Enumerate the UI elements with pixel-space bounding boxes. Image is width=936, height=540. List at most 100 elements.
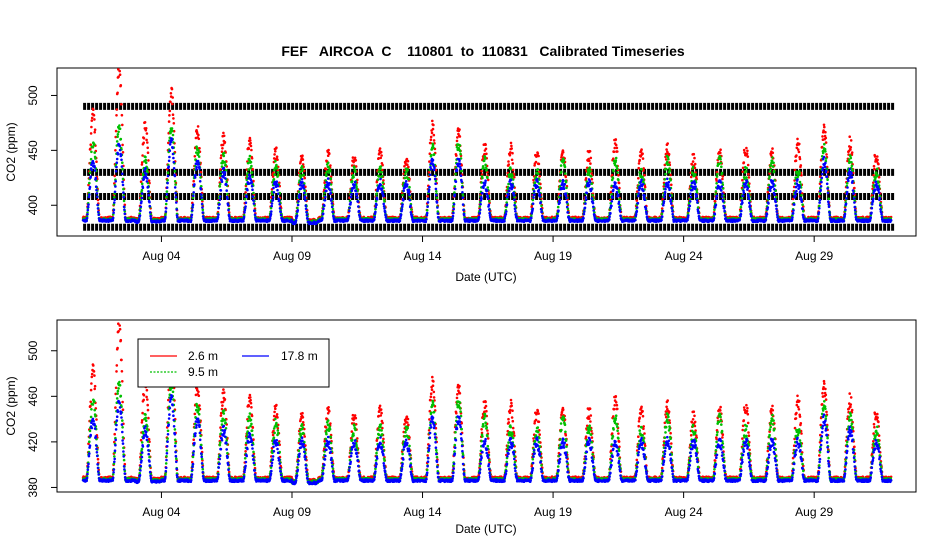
top-point-9-5m xyxy=(611,176,615,180)
top-point-9-5m xyxy=(486,176,489,179)
top-point-2-6m xyxy=(145,132,149,135)
top-point-2-6m xyxy=(799,164,803,167)
top-point-17-8m xyxy=(115,161,119,164)
top-point-9-5m xyxy=(533,181,537,184)
top-point-2-6m xyxy=(564,175,568,179)
top-point-2-6m xyxy=(301,163,305,166)
top-point-17-8m xyxy=(122,191,125,194)
top-point-2-6m xyxy=(794,159,798,162)
top-point-2-6m xyxy=(141,154,144,157)
top-point-2-6m xyxy=(824,136,828,140)
top-point-17-8m xyxy=(270,204,274,208)
top-point-17-8m xyxy=(88,185,92,189)
top-point-9-5m xyxy=(744,169,748,173)
top-point-17-8m xyxy=(165,193,169,196)
top-point-17-8m xyxy=(251,188,254,191)
top-point-17-8m xyxy=(242,215,246,219)
top-point-9-5m xyxy=(536,168,540,171)
top-point-2-6m xyxy=(273,153,276,156)
top-point-9-5m xyxy=(798,180,802,184)
top-point-17-8m xyxy=(198,167,201,170)
top-point-2-6m xyxy=(145,138,148,142)
top-point-17-8m xyxy=(111,219,115,222)
top-point-17-8m xyxy=(176,216,179,219)
top-point-2-6m xyxy=(431,119,434,123)
top-point-9-5m xyxy=(538,178,541,181)
top-point-17-8m xyxy=(114,185,117,188)
top-point-17-8m xyxy=(268,217,272,220)
top-point-9-5m xyxy=(720,165,723,168)
top-point-2-6m xyxy=(614,138,618,141)
top-point-9-5m xyxy=(408,185,411,189)
top-point-17-8m xyxy=(218,203,221,206)
top-point-17-8m xyxy=(148,200,151,204)
top-point-17-8m xyxy=(248,174,252,178)
top-point-9-5m xyxy=(199,176,202,179)
top-point-17-8m xyxy=(253,209,256,213)
top-point-2-6m xyxy=(746,149,749,153)
top-point-9-5m xyxy=(350,180,354,183)
top-point-17-8m xyxy=(166,181,169,185)
top-point-9-5m xyxy=(458,144,462,147)
top-point-2-6m xyxy=(510,144,513,148)
top-point-2-6m xyxy=(537,154,540,158)
top-point-9-5m xyxy=(641,175,644,179)
top-point-2-6m xyxy=(140,161,144,164)
top-point-9-5m xyxy=(116,133,120,136)
top-point-2-6m xyxy=(96,198,100,202)
top-point-17-8m xyxy=(190,213,194,217)
top-point-2-6m xyxy=(350,172,354,175)
top-point-9-5m xyxy=(325,174,328,178)
top-point-9-5m xyxy=(435,190,438,193)
top-point-9-5m xyxy=(429,153,433,157)
top-point-9-5m xyxy=(406,168,410,172)
top-point-9-5m xyxy=(91,145,95,149)
top-point-2-6m xyxy=(219,168,222,171)
top-point-9-5m xyxy=(140,182,144,186)
top-point-2-6m xyxy=(612,150,616,154)
top-point-2-6m xyxy=(853,186,856,190)
top-point-2-6m xyxy=(198,147,201,150)
top-point-2-6m xyxy=(121,151,125,154)
top-point-2-6m xyxy=(742,148,746,152)
top-point-17-8m xyxy=(93,169,97,172)
top-point-2-6m xyxy=(222,131,225,135)
top-point-17-8m xyxy=(123,208,126,212)
top-point-2-6m xyxy=(458,135,462,138)
top-point-2-6m xyxy=(614,143,618,147)
top-point-9-5m xyxy=(589,175,593,178)
top-point-2-6m xyxy=(511,151,514,155)
top-point-9-5m xyxy=(588,166,591,169)
top-point-2-6m xyxy=(766,190,770,194)
top-point-9-5m xyxy=(379,167,382,171)
top-point-9-5m xyxy=(771,165,775,168)
top-point-9-5m xyxy=(383,200,386,203)
top-point-9-5m xyxy=(818,204,821,208)
top-point-9-5m xyxy=(275,163,278,167)
top-point-17-8m xyxy=(138,217,141,221)
top-point-9-5m xyxy=(638,171,641,174)
top-point-17-8m xyxy=(146,177,149,180)
top-point-9-5m xyxy=(769,167,772,171)
top-point-9-5m xyxy=(164,202,168,206)
top-point-17-8m xyxy=(171,152,175,156)
top-point-9-5m xyxy=(667,163,671,166)
top-point-2-6m xyxy=(507,160,510,163)
top-point-17-8m xyxy=(226,197,229,200)
top-point-2-6m xyxy=(301,158,305,161)
top-point-17-8m xyxy=(140,200,143,203)
top-point-9-5m xyxy=(773,169,776,173)
top-point-17-8m xyxy=(223,170,227,174)
top-point-2-6m xyxy=(147,179,151,182)
top-point-2-6m xyxy=(745,146,748,150)
top-point-2-6m xyxy=(872,164,876,168)
top-point-2-6m xyxy=(378,147,382,150)
top-point-17-8m xyxy=(193,176,197,179)
top-point-17-8m xyxy=(168,143,172,146)
top-point-2-6m xyxy=(326,154,330,157)
top-point-9-5m xyxy=(801,203,804,206)
top-point-2-6m xyxy=(589,162,592,165)
top-point-9-5m xyxy=(248,154,252,158)
top-point-9-5m xyxy=(739,205,743,209)
top-point-9-5m xyxy=(615,165,619,168)
